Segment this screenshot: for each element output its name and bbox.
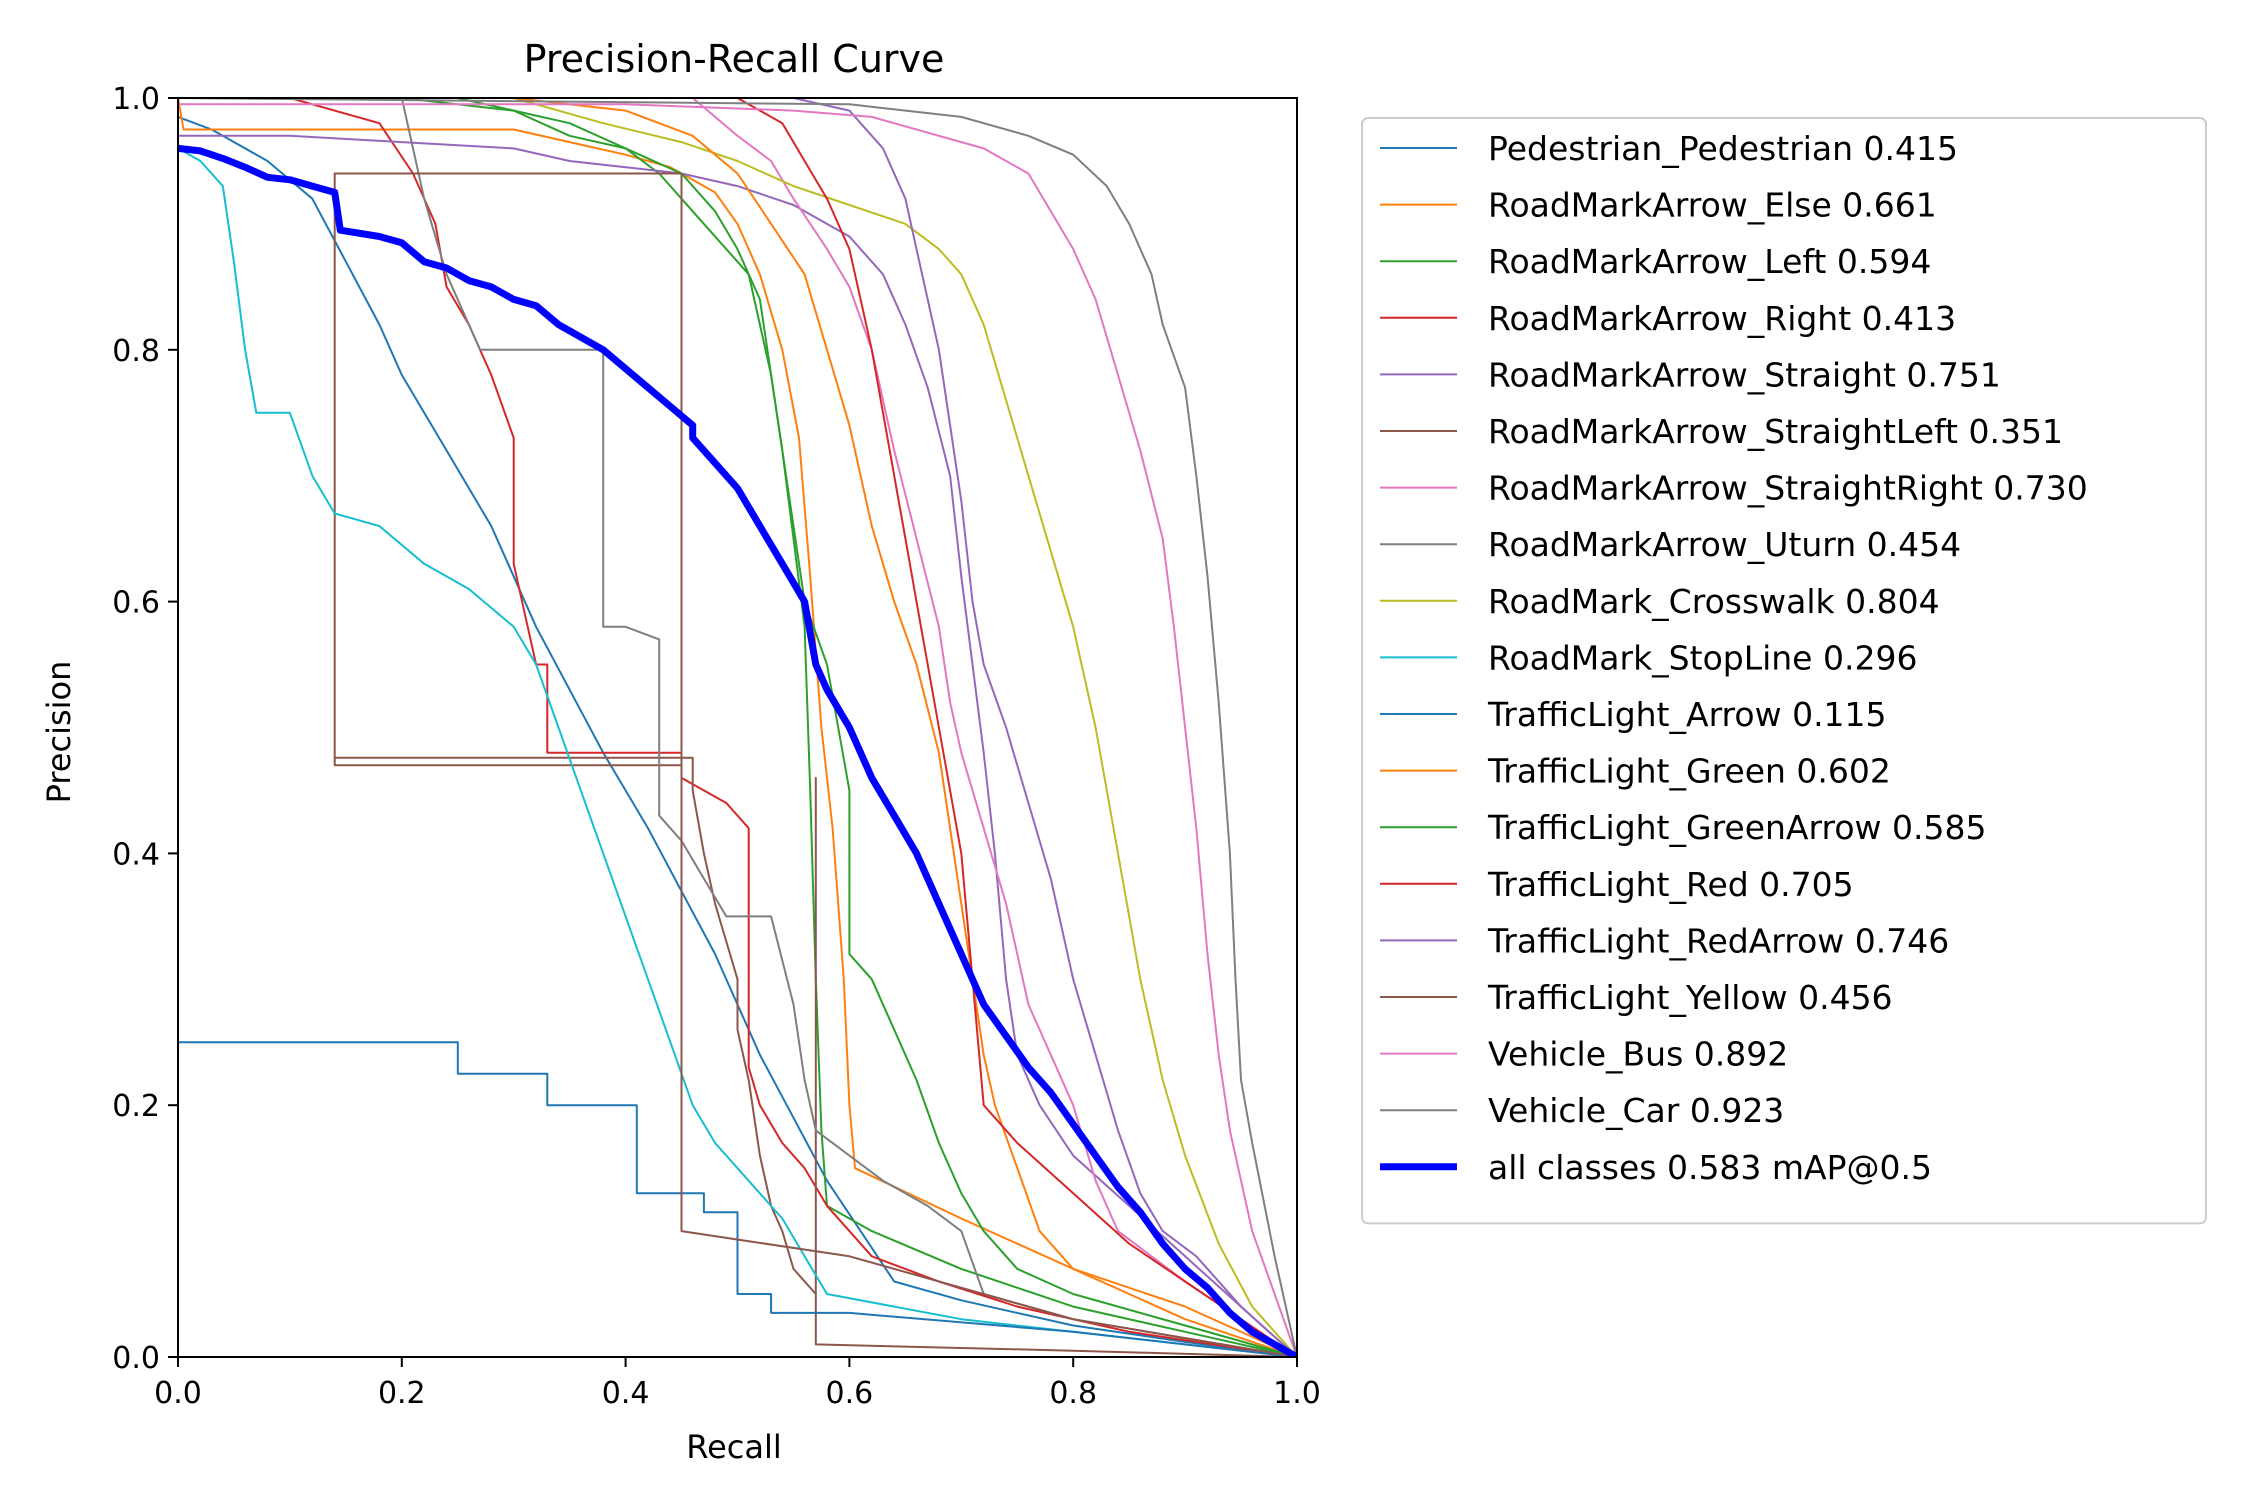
series-lines: [178, 98, 1297, 1357]
series-line-5: [333, 172, 1297, 1357]
x-tick-label-4: 0.8: [1049, 1376, 1097, 1411]
legend-label-5: RoadMarkArrow_StraightLeft 0.351: [1488, 412, 2063, 451]
legend-label-3: RoadMarkArrow_Right 0.413: [1488, 299, 1956, 338]
legend-label-7: RoadMarkArrow_Uturn 0.454: [1488, 525, 1961, 564]
series-line-13: [288, 98, 1297, 1357]
series-line-10: [178, 1041, 1297, 1357]
legend-label-10: TrafficLight_Arrow 0.115: [1487, 695, 1887, 734]
y-tick-label-1: 0.2: [112, 1089, 160, 1124]
legend-frame: [1361, 117, 2207, 1225]
legend-label-12: TrafficLight_GreenArrow 0.585: [1487, 808, 1986, 847]
y-tick-label-4: 0.8: [112, 334, 160, 369]
plot-frame: [177, 97, 1298, 1358]
x-tick-label-3: 0.6: [826, 1376, 874, 1411]
x-tick-label-1: 0.2: [378, 1376, 426, 1411]
legend-label-9: RoadMark_StopLine 0.296: [1488, 638, 1917, 677]
legend: Pedestrian_Pedestrian 0.415 RoadMarkArrow…: [1361, 117, 2207, 1225]
x-axis-label: Recall: [686, 1428, 781, 1466]
legend-label-13: TrafficLight_Red 0.705: [1487, 865, 1854, 904]
legend-label-0: Pedestrian_Pedestrian 0.415: [1488, 129, 1958, 168]
legend-label-14: TrafficLight_RedArrow 0.746: [1487, 921, 1949, 960]
series-line-11: [199, 98, 1297, 1357]
y-tick-label-5: 1.0: [112, 82, 160, 117]
series-line-17: [178, 98, 1297, 1357]
x-axis: 0.0 0.2 0.4 0.6 0.8 1.0: [154, 1357, 1321, 1411]
series-line-1: [178, 98, 1297, 1357]
series-line-6: [255, 98, 1297, 1357]
series-line-15: [333, 172, 1297, 1357]
legend-label-4: RoadMarkArrow_Straight 0.751: [1488, 355, 2001, 394]
legend-label-16: Vehicle_Bus 0.892: [1488, 1035, 1788, 1074]
legend-label-2: RoadMarkArrow_Left 0.594: [1488, 242, 1931, 281]
legend-label-11: TrafficLight_Green 0.602: [1487, 752, 1891, 791]
series-line-7: [199, 98, 1297, 1357]
series-line-4: [178, 134, 1297, 1357]
y-tick-label-2: 0.4: [112, 837, 160, 872]
series-line-16: [178, 103, 1297, 1357]
legend-label-8: RoadMark_Crosswalk 0.804: [1488, 582, 1940, 621]
series-line-8: [333, 98, 1297, 1357]
y-tick-label-0: 0.0: [112, 1341, 160, 1376]
y-axis: 0.0 0.2 0.4 0.6 0.8 1.0: [112, 82, 178, 1376]
y-tick-label-3: 0.6: [112, 586, 160, 621]
chart-title: Precision-Recall Curve: [524, 37, 945, 81]
legend-label-1: RoadMarkArrow_Else 0.661: [1488, 186, 1937, 225]
plot-area: [177, 97, 1298, 1358]
legend-label-17: Vehicle_Car 0.923: [1488, 1091, 1784, 1130]
series-line-18: [178, 144, 1297, 1357]
series-line-0: [178, 115, 1297, 1357]
y-axis-label: Precision: [40, 661, 78, 804]
legend-label-18: all classes 0.583 mAP@0.5: [1488, 1148, 1932, 1187]
legend-label-6: RoadMarkArrow_StraightRight 0.730: [1488, 469, 2088, 508]
series-line-9: [178, 147, 1297, 1357]
series-line-14: [624, 98, 1297, 1357]
x-tick-label-2: 0.4: [602, 1376, 650, 1411]
x-tick-label-5: 1.0: [1273, 1376, 1321, 1411]
x-tick-label-0: 0.0: [154, 1376, 202, 1411]
legend-label-15: TrafficLight_Yellow 0.456: [1487, 978, 1893, 1017]
